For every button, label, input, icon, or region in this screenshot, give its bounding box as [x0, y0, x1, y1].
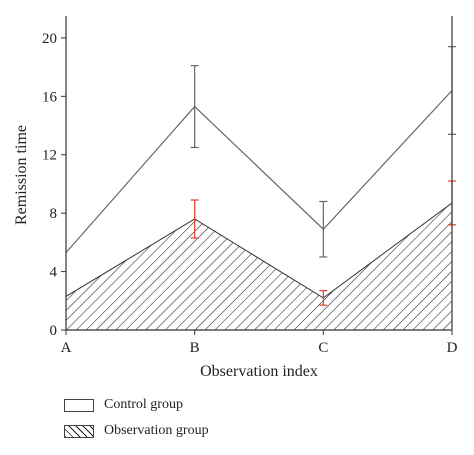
legend-swatch-observation — [64, 424, 94, 438]
legend-label-observation: Observation group — [104, 423, 209, 438]
y-tick-label-4: 4 — [50, 265, 58, 281]
legend-swatch-control — [64, 398, 94, 412]
y-axis-label: Remission time — [13, 125, 30, 225]
y-tick-label-16: 16 — [42, 89, 58, 105]
y-tick-label-0: 0 — [50, 323, 58, 339]
x-axis-label: Observation index — [200, 363, 318, 380]
x-tick-label-A: A — [61, 340, 72, 356]
y-tick-label-12: 12 — [42, 148, 57, 164]
x-tick-label-C: C — [318, 340, 328, 356]
y-tick-label-20: 20 — [42, 31, 57, 47]
observation-area — [65, 201, 453, 331]
legend-label-control: Control group — [104, 397, 183, 412]
legend-item-observation: Observation group — [64, 419, 364, 443]
legend: Control group Observation group — [64, 393, 364, 445]
y-tick-label-8: 8 — [50, 206, 58, 222]
legend-item-control: Control group — [64, 393, 364, 417]
x-tick-label-B: B — [190, 340, 200, 356]
chart-svg: 0 4 8 12 16 20 A B C D Remission time Observation… — [13, 16, 458, 380]
x-tick-label-D: D — [447, 340, 458, 356]
control-line — [65, 90, 453, 253]
